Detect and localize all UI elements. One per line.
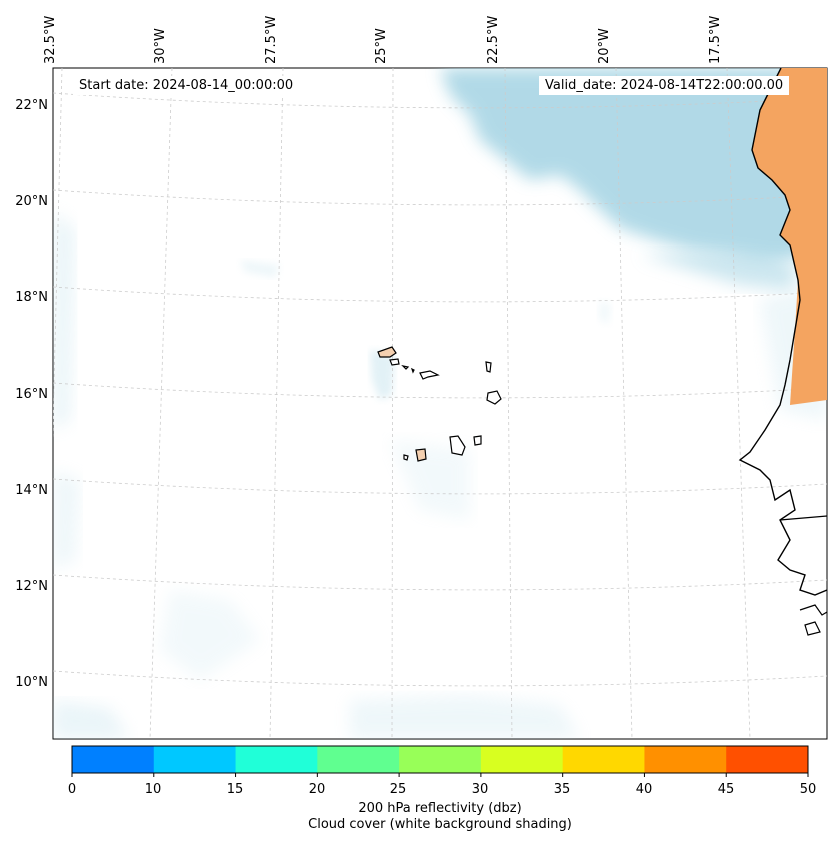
colorbar-segment (480, 746, 564, 773)
africa-coast (738, 68, 827, 636)
lat-label: 12°N (15, 579, 48, 594)
colorbar-tick: 30 (471, 782, 489, 797)
lat-label: 10°N (15, 675, 48, 690)
graticule (53, 68, 827, 739)
cloud-cover-shading (53, 68, 827, 739)
lat-label: 14°N (15, 483, 48, 498)
colorbar-segment (644, 746, 727, 773)
colorbar-label-line2: Cloud cover (white background shading) (308, 817, 572, 832)
colorbar (71, 745, 809, 777)
lon-label: 22.5°W (486, 15, 501, 64)
lon-label: 17.5°W (708, 15, 723, 64)
lon-label: 30°W (153, 28, 168, 64)
lon-label: 32.5°W (43, 15, 58, 64)
colorbar-tick: 10 (144, 782, 162, 797)
colorbar-segment (399, 746, 482, 773)
colorbar-segment (726, 746, 809, 773)
lat-label: 20°N (15, 194, 48, 209)
colorbar-segment (72, 746, 155, 773)
colorbar-tick: 20 (308, 782, 326, 797)
colorbar-tick: 0 (67, 782, 77, 797)
colorbar-segment (235, 746, 318, 773)
colorbar-segment (562, 746, 645, 773)
colorbar-label-line1: 200 hPa reflectivity (dbz) (358, 801, 522, 816)
valid-date-label: Valid_date: 2024-08-14T22:00:00.00 (539, 76, 790, 95)
colorbar-tick: 40 (635, 782, 653, 797)
colorbar-tick: 50 (799, 782, 817, 797)
lon-label: 25°W (374, 28, 389, 64)
colorbar-tick: 35 (553, 782, 571, 797)
lat-label: 18°N (15, 290, 48, 305)
lon-label: 20°W (597, 28, 612, 64)
lon-label: 27.5°W (264, 15, 279, 64)
colorbar-segment (153, 746, 237, 773)
colorbar-tick: 25 (389, 782, 407, 797)
lat-label: 16°N (15, 387, 48, 402)
colorbar-tick: 15 (226, 782, 244, 797)
colorbar-frame (71, 745, 809, 774)
cape-verde-islands (377, 346, 502, 462)
colorbar-tick: 45 (717, 782, 735, 797)
colorbar-label: 200 hPa reflectivity (dbz) Cloud cover (… (0, 801, 837, 833)
lat-label: 22°N (15, 98, 48, 113)
start-date-label: Start date: 2024-08-14_00:00:00 (73, 76, 300, 95)
colorbar-segment (317, 746, 400, 773)
